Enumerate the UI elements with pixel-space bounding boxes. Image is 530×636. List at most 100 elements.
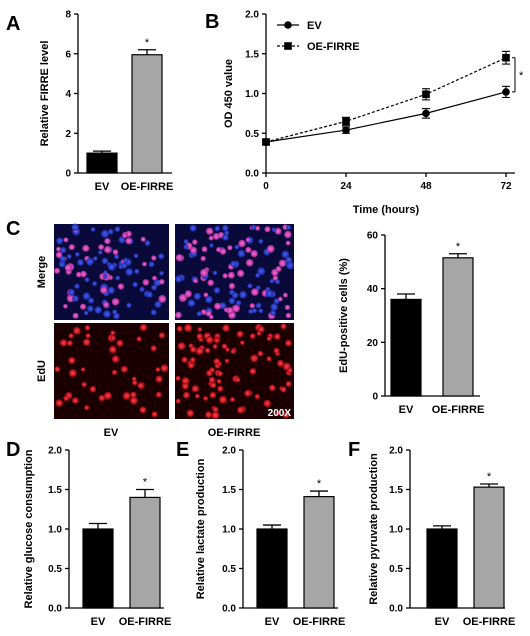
series-line bbox=[265, 57, 507, 143]
cell-nucleus bbox=[80, 367, 86, 372]
category-label: OE-FIRRE bbox=[293, 616, 346, 628]
cell-nucleus bbox=[257, 267, 266, 276]
cell-nucleus bbox=[207, 279, 214, 286]
y-tick-label: 2.0 bbox=[389, 446, 403, 457]
cell-nucleus bbox=[286, 225, 291, 230]
y-tick-label: 1.5 bbox=[389, 485, 403, 496]
cell-nucleus bbox=[282, 362, 291, 371]
cell-nucleus bbox=[285, 312, 292, 319]
cell-nucleus bbox=[126, 302, 132, 308]
cell-nucleus bbox=[159, 279, 165, 285]
image-edu-oe-firre bbox=[175, 323, 294, 419]
cell-nucleus bbox=[142, 279, 149, 286]
cell-nucleus bbox=[278, 296, 283, 302]
cell-nucleus bbox=[219, 395, 227, 404]
cell-nucleus bbox=[258, 308, 264, 314]
cell-nucleus bbox=[90, 227, 96, 232]
y-tick-label: 0.0 bbox=[245, 169, 259, 180]
panel-label-e: E bbox=[176, 439, 189, 461]
y-tick-label: 0.5 bbox=[222, 564, 236, 575]
cell-nucleus bbox=[229, 289, 235, 295]
y-tick-label: 0.5 bbox=[48, 564, 62, 575]
cell-nucleus bbox=[265, 289, 274, 298]
cell-nucleus bbox=[263, 399, 271, 408]
row-label-edu: EdU bbox=[36, 360, 48, 382]
data-point bbox=[502, 88, 510, 96]
cell-nucleus bbox=[212, 344, 218, 349]
cell-nucleus bbox=[112, 249, 119, 255]
cell-nucleus bbox=[203, 396, 209, 401]
cell-nucleus bbox=[238, 239, 246, 248]
y-axis-label: Relative glucose consumption bbox=[23, 449, 35, 608]
chart-f-pyruvate-bar: 0.0 0.5 1.0 1.5 2.0 Relative pyruvate product… bbox=[368, 446, 515, 629]
cell-nucleus bbox=[205, 295, 213, 304]
bar bbox=[442, 257, 474, 397]
cell-nucleus bbox=[239, 290, 247, 299]
data-point bbox=[422, 90, 430, 99]
chart-c-edu-bar: 0 20 40 60 EdU-positive cells (%) EV OE-FIRRE * bbox=[338, 231, 484, 417]
cell-nucleus bbox=[201, 246, 208, 253]
cell-nucleus bbox=[219, 302, 227, 310]
cell-nucleus bbox=[269, 278, 275, 284]
y-tick-label: 4 bbox=[65, 89, 71, 100]
data-point bbox=[422, 109, 430, 118]
cell-nucleus bbox=[235, 300, 242, 306]
cell-nucleus bbox=[285, 380, 292, 387]
legend-marker bbox=[284, 42, 292, 50]
category-label: EV bbox=[435, 616, 450, 628]
column-label-oe-firre: OE-FIRRE bbox=[208, 427, 261, 439]
cell-nucleus bbox=[81, 381, 87, 388]
y-tick-label: 1.0 bbox=[222, 525, 236, 536]
cell-nucleus bbox=[154, 300, 162, 308]
cell-nucleus bbox=[270, 310, 276, 316]
y-tick-label: 20 bbox=[367, 338, 379, 349]
category-label: OE-FIRRE bbox=[119, 616, 172, 628]
cell-nucleus bbox=[255, 225, 260, 231]
legend-label: EV bbox=[307, 20, 322, 32]
cell-nucleus bbox=[100, 286, 108, 294]
cell-nucleus bbox=[122, 392, 131, 400]
cell-nucleus bbox=[109, 345, 117, 354]
cell-nucleus bbox=[230, 260, 237, 267]
cell-nucleus bbox=[72, 397, 79, 404]
data-point bbox=[342, 126, 350, 134]
cell-nucleus bbox=[89, 385, 97, 393]
cell-nucleus bbox=[273, 347, 280, 354]
cell-nucleus bbox=[93, 256, 98, 261]
image-merge-ev bbox=[54, 224, 169, 320]
cell-nucleus bbox=[249, 333, 256, 339]
x-tick-label: 24 bbox=[340, 181, 352, 192]
cell-nucleus bbox=[195, 347, 204, 355]
cell-nucleus bbox=[114, 254, 120, 260]
cell-nucleus bbox=[205, 336, 214, 344]
cell-nucleus bbox=[60, 247, 67, 254]
cell-nucleus bbox=[245, 237, 251, 242]
cell-nucleus bbox=[225, 347, 230, 352]
cell-nucleus bbox=[190, 346, 197, 353]
cell-nucleus bbox=[281, 250, 290, 259]
cell-nucleus bbox=[125, 237, 133, 245]
cell-nucleus bbox=[245, 259, 254, 267]
legend-label: OE-FIRRE bbox=[307, 41, 360, 53]
bar bbox=[426, 528, 458, 609]
cell-nucleus bbox=[68, 244, 75, 251]
column-label-ev: EV bbox=[104, 427, 119, 439]
cell-nucleus bbox=[203, 292, 209, 298]
category-label: OE-FIRRE bbox=[121, 181, 174, 193]
cell-nucleus bbox=[181, 377, 190, 385]
cell-nucleus bbox=[255, 302, 262, 309]
cell-nucleus bbox=[55, 399, 63, 407]
cell-nucleus bbox=[176, 325, 183, 332]
cell-nucleus bbox=[206, 369, 213, 377]
cell-nucleus bbox=[221, 343, 228, 350]
cell-nucleus bbox=[56, 246, 61, 252]
cell-nucleus bbox=[200, 255, 206, 262]
cell-nucleus bbox=[101, 257, 109, 265]
cell-nucleus bbox=[227, 271, 235, 279]
cell-nucleus bbox=[184, 323, 193, 332]
panel-label-f: F bbox=[348, 439, 360, 461]
y-tick-label: 0.0 bbox=[48, 604, 62, 615]
cell-nucleus bbox=[142, 261, 147, 267]
cell-nucleus bbox=[77, 259, 84, 266]
